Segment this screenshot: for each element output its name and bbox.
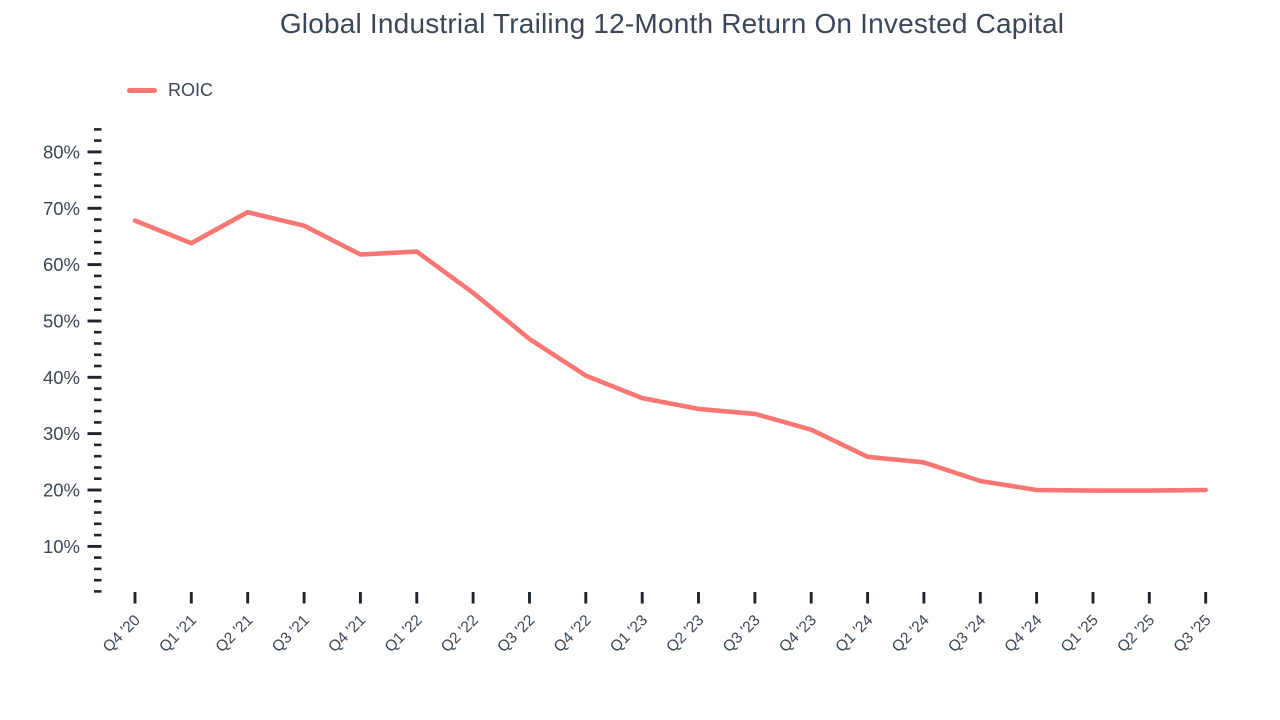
x-axis-label: Q3 '21: [269, 612, 313, 656]
x-axis-label: Q4 '23: [776, 612, 820, 656]
x-axis-label: Q3 '23: [720, 612, 764, 656]
x-axis-label: Q3 '25: [1171, 612, 1215, 656]
legend-label: ROIC: [168, 80, 213, 100]
legend-line-swatch: [127, 88, 157, 93]
x-axis-label: Q1 '22: [382, 612, 426, 656]
x-axis-label: Q1 '23: [607, 612, 651, 656]
y-axis-label: 70%: [43, 198, 80, 219]
x-axis-label: Q2 '22: [438, 612, 482, 656]
x-axis-label: Q3 '24: [945, 612, 989, 656]
x-axis-label: Q2 '23: [663, 612, 707, 656]
chart-title: Global Industrial Trailing 12-Month Retu…: [279, 8, 1065, 39]
legend[interactable]: ROIC: [127, 80, 213, 101]
y-axis-label: 40%: [43, 367, 80, 388]
x-axis-label: Q1 '24: [832, 612, 876, 656]
x-axis-label: Q2 '25: [1114, 612, 1158, 656]
x-axis-label: Q4 '20: [100, 612, 144, 656]
x-axis-label: Q2 '24: [889, 612, 933, 656]
roic-line: [132, 209, 1208, 493]
y-axis-label: 80%: [43, 141, 80, 162]
y-axis-label: 60%: [43, 254, 80, 275]
x-axis-label: Q2 '21: [213, 612, 257, 656]
x-axis-label: Q4 '24: [1001, 612, 1045, 656]
y-axis-label: 50%: [43, 311, 80, 332]
y-axis-label: 10%: [43, 536, 80, 557]
x-axis-label: Q4 '22: [551, 612, 595, 656]
x-axis-label: Q1 '25: [1058, 612, 1102, 656]
x-axis-label: Q3 '22: [494, 612, 538, 656]
y-axis-label: 30%: [43, 423, 80, 444]
x-axis-label: Q1 '21: [156, 612, 200, 656]
y-axis-label: 20%: [43, 480, 80, 501]
x-axis-label: Q4 '21: [325, 612, 369, 656]
